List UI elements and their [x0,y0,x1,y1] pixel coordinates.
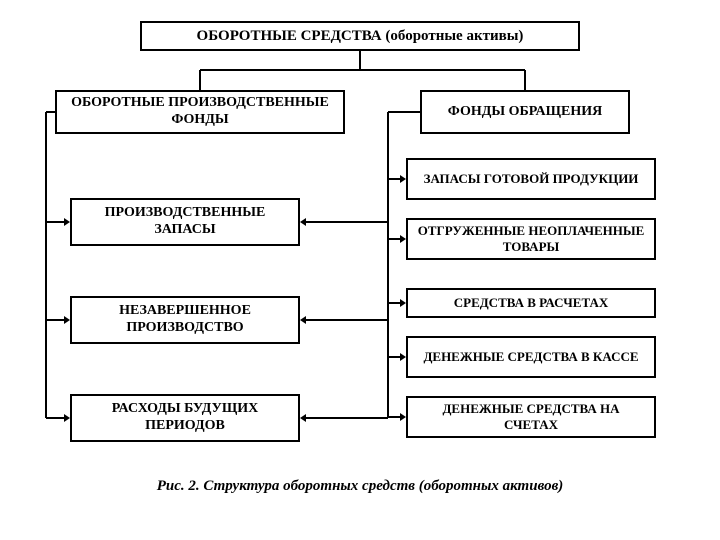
node-right-3-label: СРЕДСТВА В РАСЧЕТАХ [454,295,609,311]
node-left-main: ОБОРОТНЫЕ ПРОИЗВОДСТВЕННЫЕ ФОНДЫ [55,90,345,134]
node-right-3: СРЕДСТВА В РАСЧЕТАХ [406,288,656,318]
node-left-3: РАСХОДЫ БУДУЩИХ ПЕРИОДОВ [70,394,300,442]
node-left-1-label: ПРОИЗВОДСТВЕННЫЕ ЗАПАСЫ [80,205,290,239]
node-right-5: ДЕНЕЖНЫЕ СРЕДСТВА НА СЧЕТАХ [406,396,656,438]
node-root: ОБОРОТНЫЕ СРЕДСТВА (оборотные активы) [140,21,580,51]
node-right-main-label: ФОНДЫ ОБРАЩЕНИЯ [448,104,602,121]
figure-caption: Рис. 2. Структура оборотных средств (обо… [0,478,720,495]
node-left-3-label: РАСХОДЫ БУДУЩИХ ПЕРИОДОВ [80,401,290,435]
node-right-4-label: ДЕНЕЖНЫЕ СРЕДСТВА В КАССЕ [423,349,638,365]
node-left-main-label: ОБОРОТНЫЕ ПРОИЗВОДСТВЕННЫЕ ФОНДЫ [65,95,335,129]
figure-caption-text: Рис. 2. Структура оборотных средств (обо… [157,478,564,494]
node-right-1: ЗАПАСЫ ГОТОВОЙ ПРОДУКЦИИ [406,158,656,200]
node-left-1: ПРОИЗВОДСТВЕННЫЕ ЗАПАСЫ [70,198,300,246]
node-right-2: ОТГРУЖЕННЫЕ НЕОПЛАЧЕННЫЕ ТОВАРЫ [406,218,656,260]
node-root-label: ОБОРОТНЫЕ СРЕДСТВА (оборотные активы) [197,27,524,45]
node-right-1-label: ЗАПАСЫ ГОТОВОЙ ПРОДУКЦИИ [424,171,639,187]
connector-layer [0,0,720,540]
node-right-main: ФОНДЫ ОБРАЩЕНИЯ [420,90,630,134]
node-right-2-label: ОТГРУЖЕННЫЕ НЕОПЛАЧЕННЫЕ ТОВАРЫ [416,223,646,254]
node-left-2-label: НЕЗАВЕРШЕННОЕ ПРОИЗВОДСТВО [80,303,290,337]
node-right-5-label: ДЕНЕЖНЫЕ СРЕДСТВА НА СЧЕТАХ [416,401,646,432]
node-left-2: НЕЗАВЕРШЕННОЕ ПРОИЗВОДСТВО [70,296,300,344]
node-right-4: ДЕНЕЖНЫЕ СРЕДСТВА В КАССЕ [406,336,656,378]
